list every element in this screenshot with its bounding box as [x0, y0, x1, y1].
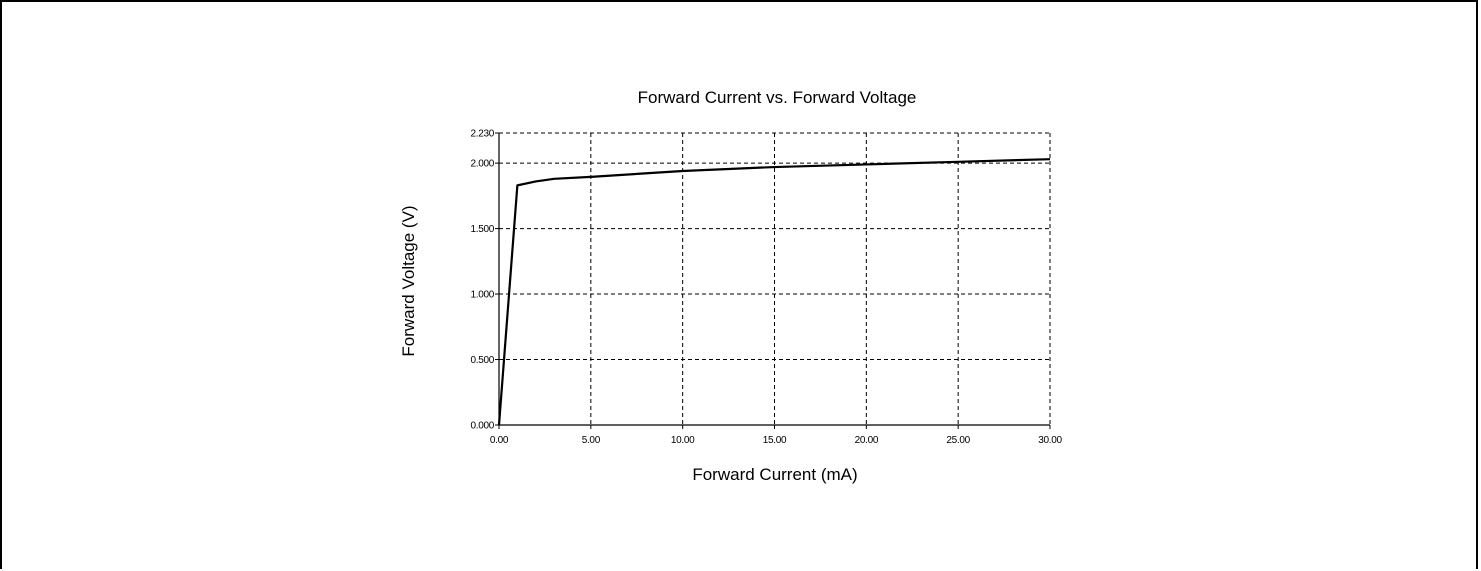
y-tick-label: 2.230: [470, 129, 494, 140]
x-tick-label: 5.00: [582, 435, 601, 446]
x-tick-label: 25.00: [946, 435, 970, 446]
x-tick-label: 0.00: [490, 435, 509, 446]
y-tick-label: 2.000: [470, 159, 494, 170]
y-tick-label: 1.000: [470, 290, 494, 301]
chart-title: Forward Current vs. Forward Voltage: [638, 88, 917, 107]
x-tick-label: 30.00: [1038, 435, 1062, 446]
x-axis-ticks: 0.00 5.00 10.00 15.00 20.00 25.00 30.00: [490, 425, 1063, 446]
x-tick-label: 15.00: [763, 435, 787, 446]
y-tick-label: 0.500: [470, 355, 494, 366]
y-axis-ticks: 0.000 0.500 1.000 1.500 2.000 2.230: [470, 129, 499, 432]
x-axis-label: Forward Current (mA): [692, 465, 857, 484]
y-tick-label: 1.500: [470, 224, 494, 235]
y-tick-label: 0.000: [470, 421, 494, 432]
x-tick-label: 10.00: [671, 435, 695, 446]
x-tick-label: 20.00: [855, 435, 879, 446]
y-axis-label: Forward Voltage (V): [399, 205, 418, 356]
